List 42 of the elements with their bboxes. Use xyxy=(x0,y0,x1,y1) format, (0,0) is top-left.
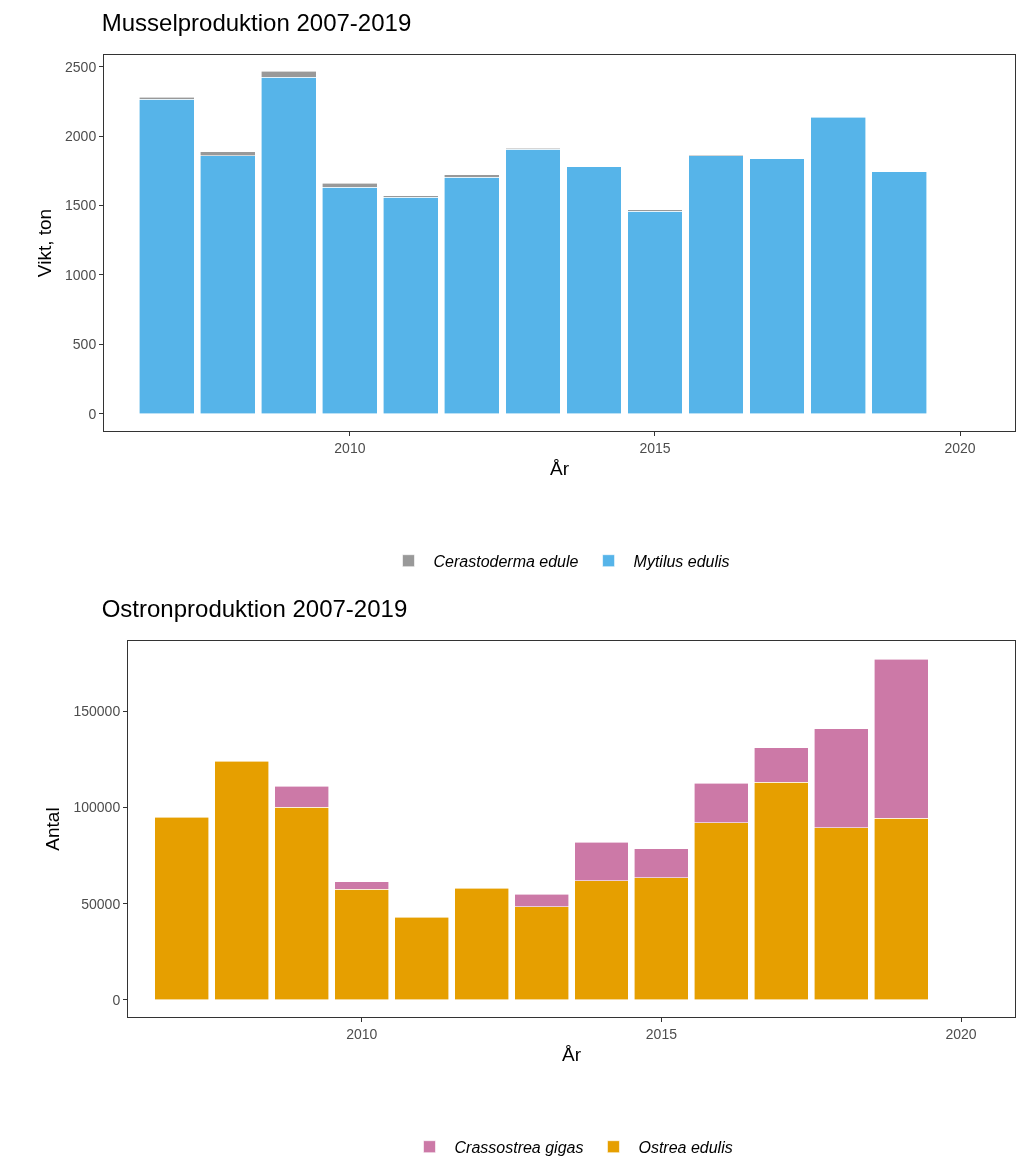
bar xyxy=(454,887,509,1001)
bar xyxy=(810,117,866,414)
y-tick-label: 500 xyxy=(72,336,97,353)
y-axis-title: Vikt, ton xyxy=(33,208,55,278)
x-axis-title: År xyxy=(562,1043,582,1065)
y-axis-title: Antal xyxy=(42,807,64,851)
y-tick-label: 150000 xyxy=(73,703,121,720)
y-tick-label: 50000 xyxy=(81,895,121,912)
bar xyxy=(214,760,270,1001)
legend-label: Ostrea edulis xyxy=(638,1138,733,1156)
x-tick-label: 2015 xyxy=(645,1025,678,1042)
y-tick-label: 2500 xyxy=(65,58,97,75)
y-tick-label: 0 xyxy=(112,991,121,1008)
bar xyxy=(505,149,561,414)
legend-label: Crassostrea gigas xyxy=(454,1138,584,1156)
bar xyxy=(566,166,622,414)
y-tick-label: 0 xyxy=(88,405,97,422)
x-tick-label: 2010 xyxy=(334,439,366,456)
bar xyxy=(383,196,439,414)
bar xyxy=(154,816,210,1001)
y-tick-label: 1500 xyxy=(65,197,97,214)
bar xyxy=(322,186,378,414)
bar xyxy=(749,158,805,414)
bar xyxy=(688,155,744,414)
x-tick-label: 2020 xyxy=(944,439,976,456)
y-tick-label: 2000 xyxy=(65,128,97,145)
x-tick-label: 2020 xyxy=(945,1025,977,1042)
legend-label: Mytilus edulis xyxy=(633,552,730,570)
bar xyxy=(444,176,500,414)
legend-label: Cerastoderma edule xyxy=(433,552,579,570)
bar xyxy=(627,210,683,414)
chart-title: Ostronproduktion 2007-2019 xyxy=(101,595,408,623)
bar xyxy=(200,155,256,414)
x-tick-label: 2015 xyxy=(639,439,671,456)
bar xyxy=(139,99,195,414)
bar xyxy=(871,171,927,414)
y-tick-label: 100000 xyxy=(73,799,121,816)
y-tick-label: 1000 xyxy=(65,266,97,283)
x-tick-label: 2010 xyxy=(346,1025,378,1042)
chart-title: Musselproduktion 2007-2019 xyxy=(101,9,412,37)
x-axis-title: År xyxy=(550,457,570,479)
bar xyxy=(394,916,449,1001)
